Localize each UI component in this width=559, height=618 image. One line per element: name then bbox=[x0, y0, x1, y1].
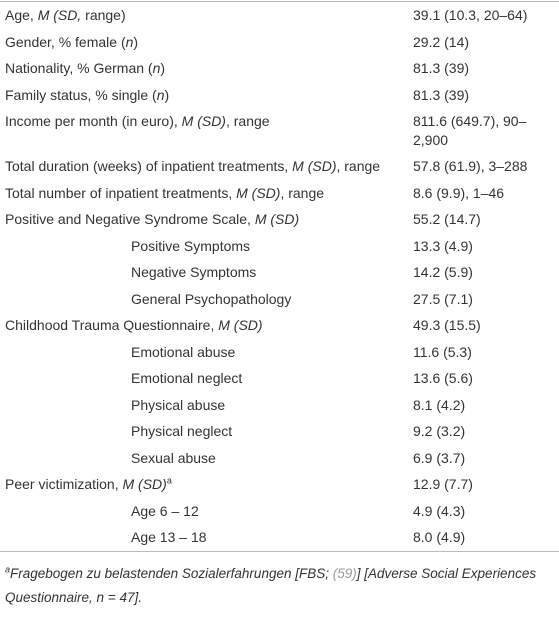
row-value: 57.8 (61.9), 3–288 bbox=[413, 158, 528, 174]
sub-row: General Psychopathology 27.5 (7.1) bbox=[0, 286, 559, 313]
sub-label: Emotional abuse bbox=[131, 343, 236, 360]
label-part: Income per month (in euro), bbox=[5, 113, 182, 129]
sub-row: Age 13 – 18 8.0 (4.9) bbox=[0, 524, 559, 551]
label-part: , range bbox=[336, 158, 381, 174]
sub-value: 11.6 (5.3) bbox=[413, 343, 472, 360]
row-value: 55.2 (14.7) bbox=[413, 211, 481, 227]
table-row: Positive and Negative Syndrome Scale, M … bbox=[0, 206, 559, 233]
label-part: M (SD) bbox=[181, 113, 226, 129]
sub-label: Age 13 – 18 bbox=[131, 529, 207, 545]
sub-row: Sexual abuse 6.9 (3.7) bbox=[0, 445, 559, 472]
sub-label: Negative Symptoms bbox=[131, 264, 257, 280]
footnote: aFragebogen zu belastenden Sozialerfahru… bbox=[0, 552, 559, 610]
note-text: Fragebogen zu belastenden Sozialerfahrun… bbox=[10, 565, 333, 581]
reference: (59) bbox=[332, 565, 357, 581]
table-row: Nationality, % German (n) 81.3 (39) bbox=[0, 55, 559, 82]
table-row: Gender, % female (n) 29.2 (14) bbox=[0, 29, 559, 56]
note-text: ] [Adverse Social Experiences Questionna… bbox=[5, 565, 537, 605]
label-part: ) bbox=[164, 86, 170, 103]
sub-label: Physical abuse bbox=[131, 396, 226, 413]
sub-row: Negative Symptoms 14.2 (5.9) bbox=[0, 259, 559, 286]
sub-value: 13.3 (4.9) bbox=[413, 237, 473, 254]
row-label: Childhood Trauma Questionnaire, M (SD) bbox=[0, 312, 405, 339]
table-row: Income per month (in euro), M (SD), rang… bbox=[0, 108, 559, 153]
row-value: 49.3 (15.5) bbox=[413, 317, 481, 333]
label-part: n bbox=[125, 33, 134, 50]
label-part: Positive and Negative Syndrome Scale, bbox=[5, 211, 255, 227]
table-row: Peer victimization, M (SD)a 12.9 (7.7) bbox=[0, 471, 559, 498]
row-value: 81.3 (39) bbox=[413, 86, 470, 103]
sub-label: Age 6 – 12 bbox=[131, 502, 199, 519]
table-row: Total duration (weeks) of inpatient trea… bbox=[0, 153, 559, 180]
sub-value: 8.0 (4.9) bbox=[413, 529, 466, 545]
label-part: range) bbox=[81, 7, 126, 23]
table-row: Total number of inpatient treatments, M … bbox=[0, 180, 559, 207]
sub-label: General Psychopathology bbox=[131, 290, 292, 307]
label-part: M (SD) bbox=[218, 317, 263, 333]
label-part: Family status, % single ( bbox=[5, 86, 157, 103]
label-part: Total duration (weeks) of inpatient trea… bbox=[5, 158, 293, 174]
sub-value: 14.2 (5.9) bbox=[413, 264, 473, 280]
table-body: Age, M (SD, range) 39.1 (10.3, 20–64) Gend… bbox=[0, 2, 559, 552]
row-label: Income per month (in euro), M (SD), rang… bbox=[0, 108, 405, 153]
row-label: Positive and Negative Syndrome Scale, M … bbox=[0, 206, 405, 233]
label-part: n bbox=[156, 86, 165, 103]
sub-row: Physical neglect 9.2 (3.2) bbox=[0, 418, 559, 445]
sub-row: Physical abuse 8.1 (4.2) bbox=[0, 392, 559, 419]
row-value: 811.6 (649.7), 90–2,900 bbox=[413, 113, 527, 148]
sub-row: Age 6 – 12 4.9 (4.3) bbox=[0, 498, 559, 525]
row-label: Nationality, % German (n) bbox=[0, 55, 405, 82]
sub-label: Emotional neglect bbox=[131, 370, 243, 386]
note-mark: a bbox=[5, 564, 11, 574]
row-value: 81.3 (39) bbox=[413, 60, 470, 76]
label-part: n bbox=[152, 60, 161, 76]
sub-value: 9.2 (3.2) bbox=[413, 423, 466, 439]
sub-row: Emotional abuse 11.6 (5.3) bbox=[0, 339, 559, 366]
label-part: M (SD, bbox=[37, 7, 82, 23]
row-label: Gender, % female (n) bbox=[0, 29, 405, 56]
label-part: M (SD) bbox=[254, 211, 300, 227]
row-label: Family status, % single (n) bbox=[0, 82, 405, 109]
label-part: Total number of inpatient treatments, bbox=[5, 184, 237, 201]
label-part: ) bbox=[133, 33, 139, 50]
sub-label: Physical neglect bbox=[131, 423, 233, 439]
table-row: Childhood Trauma Questionnaire, M (SD) 49… bbox=[0, 312, 559, 339]
sub-value: 8.1 (4.2) bbox=[413, 396, 466, 413]
label-part: Age, bbox=[5, 7, 38, 23]
label-part: Peer victimization, bbox=[5, 476, 123, 492]
sub-value: 13.6 (5.6) bbox=[413, 370, 473, 386]
sub-value: 6.9 (3.7) bbox=[413, 449, 466, 466]
label-part: M (SD) bbox=[122, 476, 167, 492]
row-label: Total duration (weeks) of inpatient trea… bbox=[0, 153, 405, 180]
label-part: Nationality, % German ( bbox=[5, 60, 153, 76]
row-label: Age, M (SD, range) bbox=[0, 2, 405, 29]
sub-value: 4.9 (4.3) bbox=[413, 502, 466, 519]
sub-label: Sexual abuse bbox=[131, 449, 216, 466]
row-label: Total number of inpatient treatments, M … bbox=[0, 180, 405, 207]
sub-row: Emotional neglect 13.6 (5.6) bbox=[0, 365, 559, 392]
sub-value: 27.5 (7.1) bbox=[413, 290, 473, 307]
row-value: 8.6 (9.9), 1–46 bbox=[413, 184, 505, 201]
table-row: Family status, % single (n) 81.3 (39) bbox=[0, 82, 559, 109]
sub-row: Positive Symptoms 13.3 (4.9) bbox=[0, 233, 559, 260]
label-part: Gender, % female ( bbox=[5, 33, 126, 50]
note-mark: a bbox=[166, 475, 172, 486]
sub-label: Positive Symptoms bbox=[131, 237, 251, 254]
label-part: , range bbox=[225, 113, 270, 129]
label-part: , range bbox=[280, 184, 325, 201]
label-part: M (SD) bbox=[292, 158, 337, 174]
label-part: M (SD) bbox=[236, 184, 281, 201]
label-part: Childhood Trauma Questionnaire, bbox=[5, 317, 219, 333]
row-value: 12.9 (7.7) bbox=[413, 476, 473, 492]
row-value: 29.2 (14) bbox=[413, 33, 470, 50]
row-label: Peer victimization, M (SD)a bbox=[0, 471, 405, 498]
row-value: 39.1 (10.3, 20–64) bbox=[413, 7, 528, 23]
label-part: ) bbox=[160, 60, 166, 76]
table-row: Age, M (SD, range) 39.1 (10.3, 20–64) bbox=[0, 2, 559, 29]
table: Age, M (SD, range) 39.1 (10.3, 20–64) Gend… bbox=[0, 1, 559, 552]
